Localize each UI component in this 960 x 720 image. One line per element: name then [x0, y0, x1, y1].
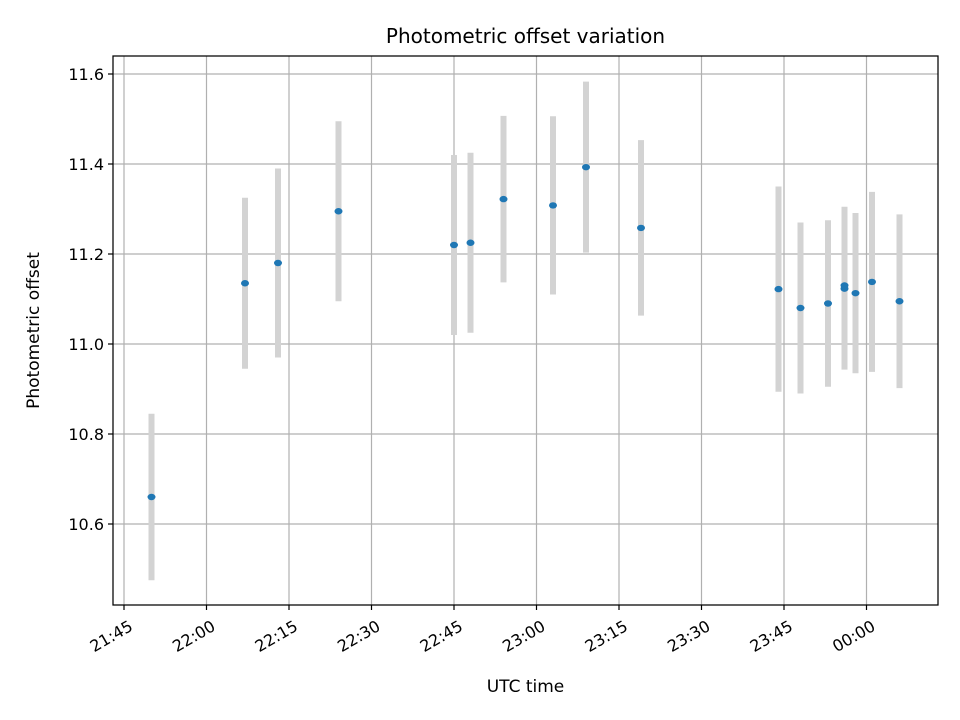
data-point: [147, 493, 156, 501]
data-point: [466, 239, 475, 246]
data-point: [868, 278, 876, 286]
data-point: [895, 298, 904, 305]
data-point: [241, 280, 249, 287]
x-axis-title: UTC time: [487, 677, 565, 697]
y-tick-label: 11.4: [68, 155, 104, 174]
data-point: [334, 208, 343, 215]
data-point: [582, 163, 590, 171]
data-points: [147, 163, 904, 501]
plot-frame: [112, 55, 939, 606]
data-point: [274, 259, 282, 267]
data-point: [851, 289, 860, 297]
data-point: [824, 300, 832, 307]
data-point: [450, 241, 458, 249]
data-point: [637, 224, 645, 232]
y-tick-label: 11.2: [68, 245, 104, 264]
data-point: [840, 282, 849, 289]
y-tick-label: 10.8: [68, 425, 104, 444]
data-point: [549, 202, 557, 209]
data-point: [774, 285, 783, 293]
data-point: [499, 195, 508, 203]
y-axis-title: Photometric offset: [24, 252, 44, 409]
y-tick-label: 10.6: [68, 515, 104, 534]
data-point: [796, 304, 805, 312]
y-tick-label: 11.0: [68, 335, 104, 354]
chart-title: Photometric offset variation: [386, 24, 665, 48]
y-axis: 10.6 10.8 11.0 11.2 11.4 11.6: [68, 65, 113, 534]
y-tick-label: 11.6: [68, 65, 104, 84]
